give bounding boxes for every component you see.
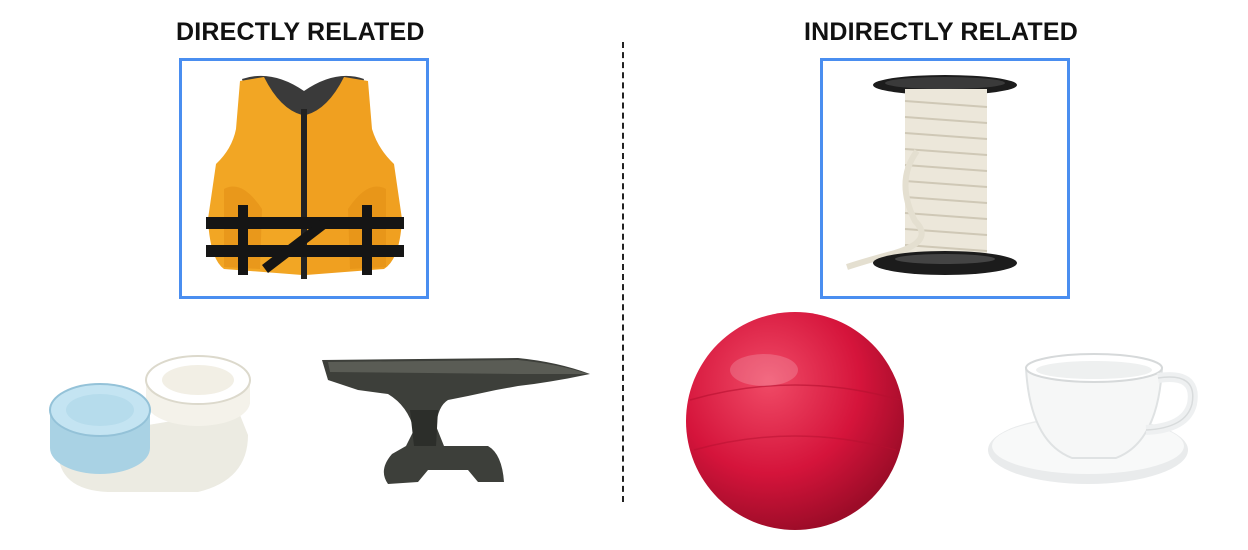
contact-lens-case-image[interactable]: [48, 340, 253, 500]
dashed-divider: [622, 42, 624, 502]
exercise-ball-image[interactable]: [684, 310, 906, 532]
anvil-image[interactable]: [318, 350, 593, 495]
indirectly-related-target-frame[interactable]: [820, 58, 1070, 299]
directly-related-heading: DIRECTLY RELATED: [176, 18, 425, 46]
rope-spool-image: [835, 71, 1055, 286]
indirectly-related-heading: INDIRECTLY RELATED: [804, 18, 1078, 46]
teacup-and-saucer-image[interactable]: [986, 346, 1201, 491]
directly-related-target-frame[interactable]: [179, 58, 429, 299]
life-vest-image: [202, 69, 407, 289]
